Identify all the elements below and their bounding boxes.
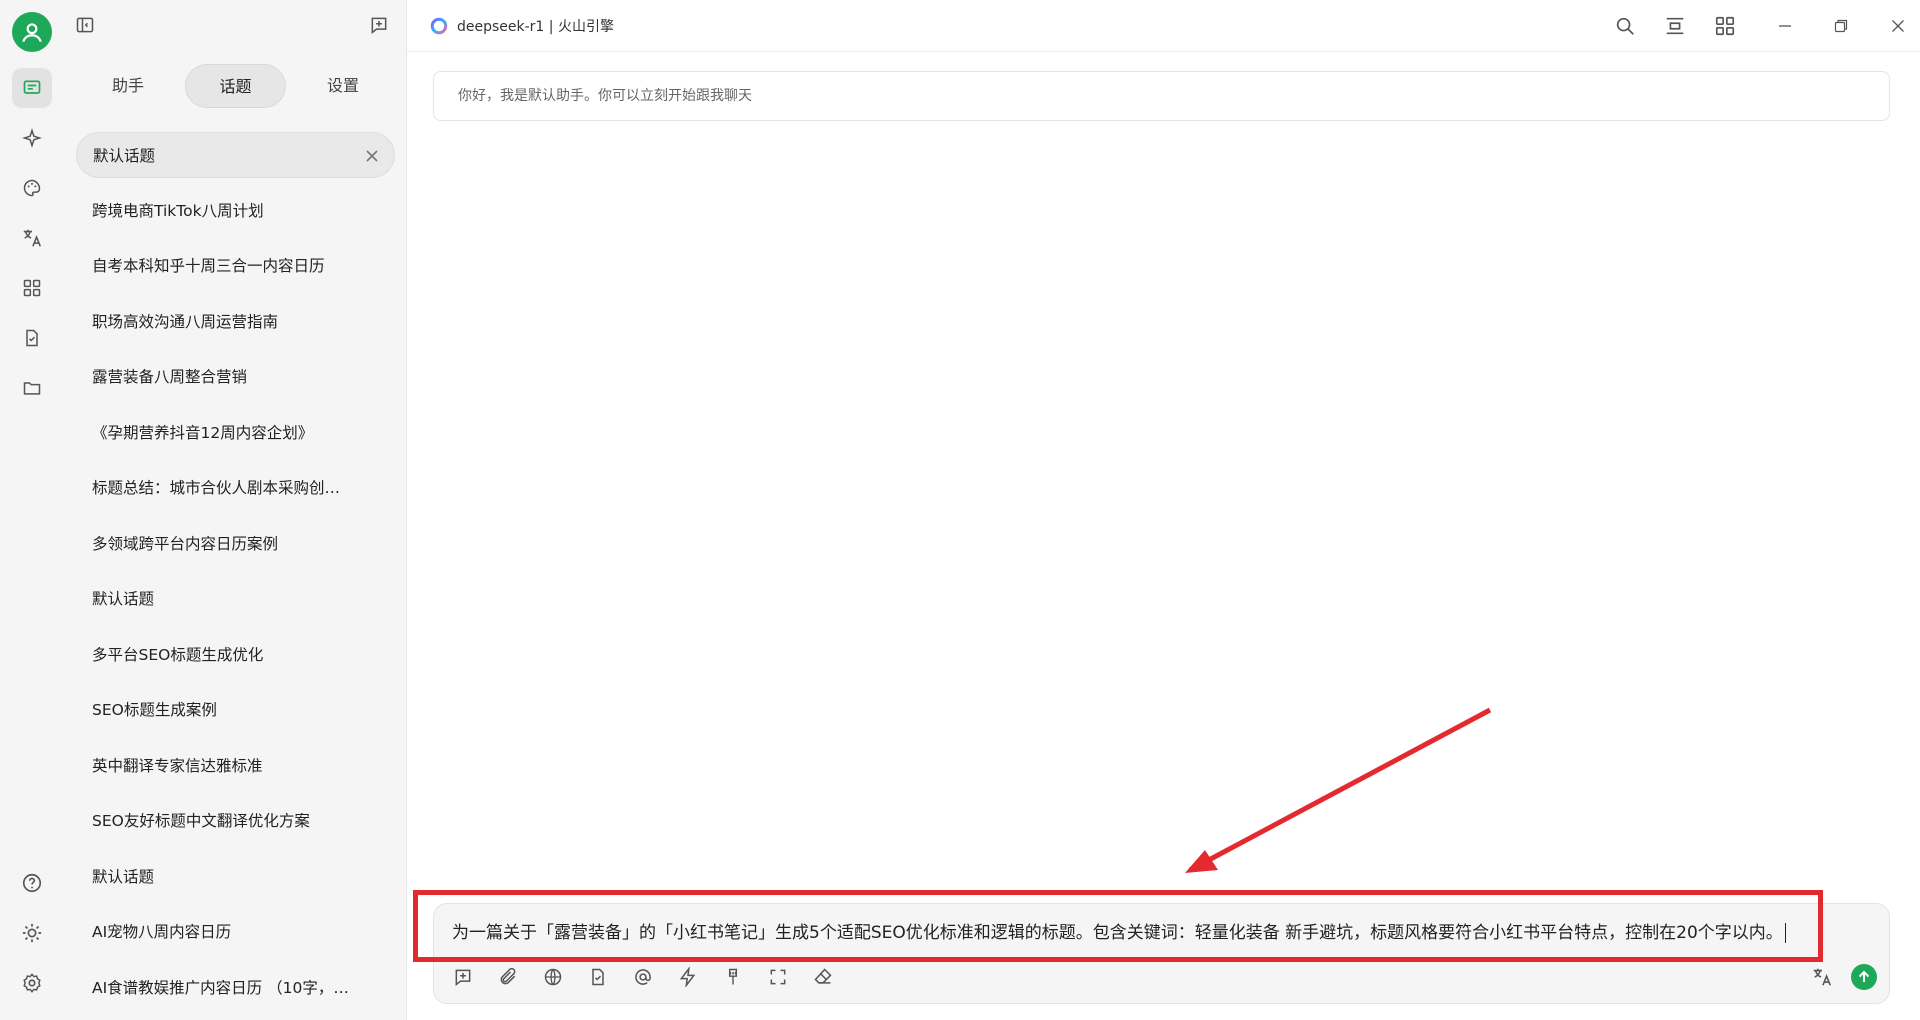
sparkle-icon xyxy=(22,128,42,148)
expand-icon xyxy=(1666,17,1684,35)
message-composer: 为一篇关于「露营装备」的「小红书笔记」生成5个适配SEO优化标准和逻辑的标题。包… xyxy=(433,903,1890,1004)
knowledge-button[interactable] xyxy=(585,964,611,990)
web-search-button[interactable] xyxy=(540,964,566,990)
clear-icon xyxy=(728,968,738,985)
new-topic-icon xyxy=(455,969,471,987)
rail-help-button[interactable] xyxy=(12,863,52,903)
welcome-message: 你好，我是默认助手。你可以立刻开始跟我聊天 xyxy=(433,71,1890,121)
knowledge-icon xyxy=(592,968,604,986)
new-topic-icon xyxy=(371,17,387,35)
topic-item[interactable]: SEO标题生成案例 xyxy=(92,701,217,719)
topic-item[interactable]: 自考本科知乎十周三合一内容日历 xyxy=(92,257,325,275)
gear-icon xyxy=(23,973,41,993)
new-topic-tool-button[interactable] xyxy=(450,964,476,990)
sidebar-collapse-icon xyxy=(76,17,94,33)
icon-rail xyxy=(0,0,64,1020)
rail-apps-button[interactable] xyxy=(12,268,52,308)
expand-button[interactable] xyxy=(1661,12,1689,40)
topic-item[interactable]: 英中翻译专家信达雅标准 xyxy=(92,756,263,775)
topic-item[interactable]: 职场高效沟通八周运营指南 xyxy=(92,312,279,331)
topic-item[interactable]: 《孕期营养抖音12周内容企划》 xyxy=(92,423,314,442)
close-window-button[interactable] xyxy=(1884,12,1912,40)
rail-folder-button[interactable] xyxy=(12,368,52,408)
chat-icon xyxy=(23,80,41,94)
minimize-button[interactable] xyxy=(1771,12,1799,40)
file-icon xyxy=(26,329,38,347)
search-icon xyxy=(1616,17,1634,35)
grid-icon xyxy=(23,279,41,297)
rail-palette-button[interactable] xyxy=(12,168,52,208)
quick-phrase-icon xyxy=(679,967,696,987)
topics-sidebar: 助手 话题 设置 默认话题 跨境电商TikTok八周计划 自考本科知乎十周三合一… xyxy=(64,0,407,1020)
rail-files-button[interactable] xyxy=(12,318,52,358)
topic-item[interactable]: 露营装备八周整合营销 xyxy=(92,368,248,386)
clear-context-button[interactable] xyxy=(720,964,746,990)
rail-theme-button[interactable] xyxy=(12,913,52,953)
title-bar: deepseek-r1 | 火山引擎 xyxy=(407,0,1920,52)
topic-item[interactable]: 默认话题 xyxy=(92,590,155,608)
mention-icon xyxy=(635,969,651,985)
quick-phrase-button[interactable] xyxy=(675,964,701,990)
rail-chat-button[interactable] xyxy=(12,68,52,108)
window-title[interactable]: deepseek-r1 | 火山引擎 xyxy=(457,19,614,35)
arrow-up-icon xyxy=(1858,970,1870,982)
sidebar-header xyxy=(64,0,407,52)
tab-assistant[interactable]: 助手 xyxy=(111,76,144,95)
layout-button[interactable] xyxy=(1711,12,1739,40)
tab-settings[interactable]: 设置 xyxy=(326,76,359,95)
eraser-icon xyxy=(814,968,832,984)
topic-item[interactable]: SEO友好标题中文翻译优化方案 xyxy=(92,812,310,830)
topic-item[interactable]: 多平台SEO标题生成优化 xyxy=(92,645,264,664)
user-icon xyxy=(22,23,42,43)
topic-label: 默认话题 xyxy=(93,147,156,165)
rail-settings-button[interactable] xyxy=(12,963,52,1003)
annotation-arrow xyxy=(1185,707,1492,873)
restore-icon xyxy=(1834,19,1848,33)
attachment-icon xyxy=(500,967,516,985)
folder-icon xyxy=(23,382,41,395)
topic-item[interactable]: 跨境电商TikTok八周计划 xyxy=(92,201,264,220)
tab-topics[interactable]: 话题 xyxy=(185,64,286,108)
model-logo-icon xyxy=(430,17,448,35)
sun-icon xyxy=(22,923,42,943)
message-input-text: 为一篇关于「露营装备」的「小红书笔记」生成5个适配SEO优化标准和逻辑的标题。包… xyxy=(452,923,1783,943)
topic-item[interactable]: AI食谱教娱推广内容日历 （10字，中… xyxy=(92,978,365,997)
palette-icon xyxy=(23,179,41,197)
close-icon xyxy=(1892,20,1904,32)
text-caret xyxy=(1784,923,1786,943)
rail-assistant-button[interactable] xyxy=(12,118,52,158)
avatar[interactable] xyxy=(12,12,52,52)
topic-item[interactable]: 多领域跨平台内容日历案例 xyxy=(92,534,279,553)
fullscreen-button[interactable] xyxy=(765,964,791,990)
translate-icon xyxy=(23,229,41,247)
eraser-button[interactable] xyxy=(810,964,836,990)
attach-button[interactable] xyxy=(495,964,521,990)
restore-button[interactable] xyxy=(1827,12,1855,40)
toggle-sidebar-button[interactable] xyxy=(70,10,100,40)
topic-item[interactable]: AI宠物八周内容日历 xyxy=(92,923,232,941)
sidebar-tabs: 助手 话题 设置 xyxy=(64,64,407,108)
topic-list: 默认话题 跨境电商TikTok八周计划 自考本科知乎十周三合一内容日历 职场高效… xyxy=(76,132,395,1020)
minimize-icon xyxy=(1779,25,1791,27)
web-search-icon xyxy=(544,968,562,986)
rail-translate-button[interactable] xyxy=(12,218,52,258)
message-input[interactable]: 为一篇关于「露营装备」的「小红书笔记」生成5个适配SEO优化标准和逻辑的标题。包… xyxy=(452,918,1852,948)
help-icon xyxy=(22,873,42,893)
mention-button[interactable] xyxy=(630,964,656,990)
send-button[interactable] xyxy=(1851,964,1877,990)
close-icon[interactable] xyxy=(364,148,380,164)
grid-icon xyxy=(1715,16,1735,36)
fullscreen-icon xyxy=(770,969,786,985)
topic-item-active[interactable]: 默认话题 xyxy=(76,132,395,178)
translate-button[interactable] xyxy=(1809,964,1835,990)
topic-item[interactable]: 标题总结：城市合伙人剧本采购创业… xyxy=(92,479,356,497)
topic-item[interactable]: 默认话题 xyxy=(92,867,155,886)
translate-icon xyxy=(1813,968,1831,986)
search-button[interactable] xyxy=(1611,12,1639,40)
new-topic-button[interactable] xyxy=(364,10,394,40)
